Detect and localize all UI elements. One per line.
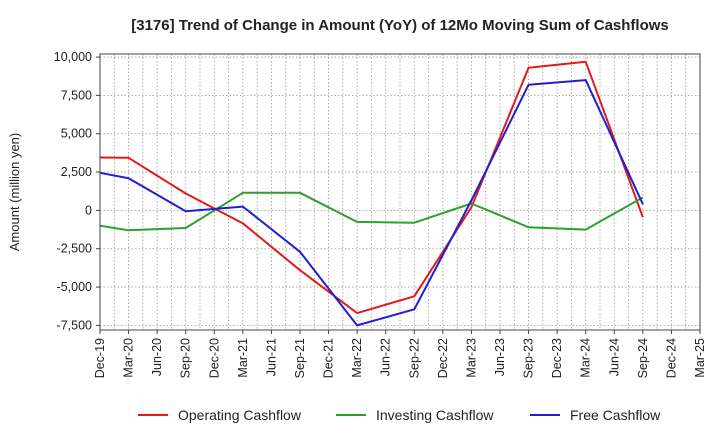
y-tick-label: 7,500 xyxy=(61,88,92,102)
x-tick-label: Jun-22 xyxy=(379,338,393,376)
y-tick-label: -2,500 xyxy=(57,242,92,256)
y-tick-label: -5,000 xyxy=(57,280,92,294)
chart-title: [3176] Trend of Change in Amount (YoY) o… xyxy=(131,17,669,34)
series-line-investing-cashflow xyxy=(99,191,644,232)
x-tick-label: Sep-24 xyxy=(636,338,650,378)
legend-label: Free Cashflow xyxy=(570,407,661,423)
x-tick-label: Mar-25 xyxy=(693,338,707,378)
series-layer xyxy=(99,60,644,327)
x-tick-label: Mar-22 xyxy=(350,338,364,378)
x-tick-label: Jun-21 xyxy=(264,338,278,376)
x-tick-label: Jun-20 xyxy=(150,338,164,376)
x-tick-label: Mar-24 xyxy=(579,338,593,378)
y-tick-label: 2,500 xyxy=(61,165,92,179)
x-tick-label: Jun-23 xyxy=(493,338,507,376)
y-tick-label: 10,000 xyxy=(54,50,92,64)
x-tick-label: Dec-24 xyxy=(664,338,678,378)
x-tick-label: Mar-20 xyxy=(122,338,136,378)
grid xyxy=(99,54,701,330)
x-tick-label: Sep-23 xyxy=(522,338,536,378)
x-tick-label: Dec-22 xyxy=(436,338,450,378)
y-tick-label: -7,500 xyxy=(57,318,92,332)
series-line-free-cashflow xyxy=(99,79,644,327)
x-tick-label: Dec-23 xyxy=(550,338,564,378)
y-axis-label: Amount (million yen) xyxy=(7,133,22,252)
y-axis: 10,000 7,500 5,000 2,500 0 -2,500 -5,000 -7,500 xyxy=(54,50,100,332)
x-tick-label: Sep-20 xyxy=(179,338,193,378)
x-tick-label: Dec-21 xyxy=(322,338,336,378)
x-tick-label: Mar-23 xyxy=(464,338,478,378)
x-tick-label: Jun-24 xyxy=(607,338,621,376)
plot-frame xyxy=(99,53,701,331)
x-axis: Dec-19 Mar-20 Jun-20 Sep-20 Dec-20 Mar-21 Jun-… xyxy=(93,330,707,378)
x-tick-label: Dec-20 xyxy=(207,338,221,378)
series-line-operating-cashflow xyxy=(99,60,644,315)
x-tick-label: Sep-22 xyxy=(407,338,421,378)
x-tick-label: Mar-21 xyxy=(236,338,250,378)
legend: Operating Cashflow Investing Cashflow Free… xyxy=(138,407,661,423)
y-tick-label: 5,000 xyxy=(61,127,92,141)
x-tick-label: Dec-19 xyxy=(93,338,107,378)
x-tick-label: Sep-21 xyxy=(293,338,307,378)
legend-label: Investing Cashflow xyxy=(376,407,494,423)
legend-label: Operating Cashflow xyxy=(178,407,302,423)
y-tick-label: 0 xyxy=(85,203,92,217)
